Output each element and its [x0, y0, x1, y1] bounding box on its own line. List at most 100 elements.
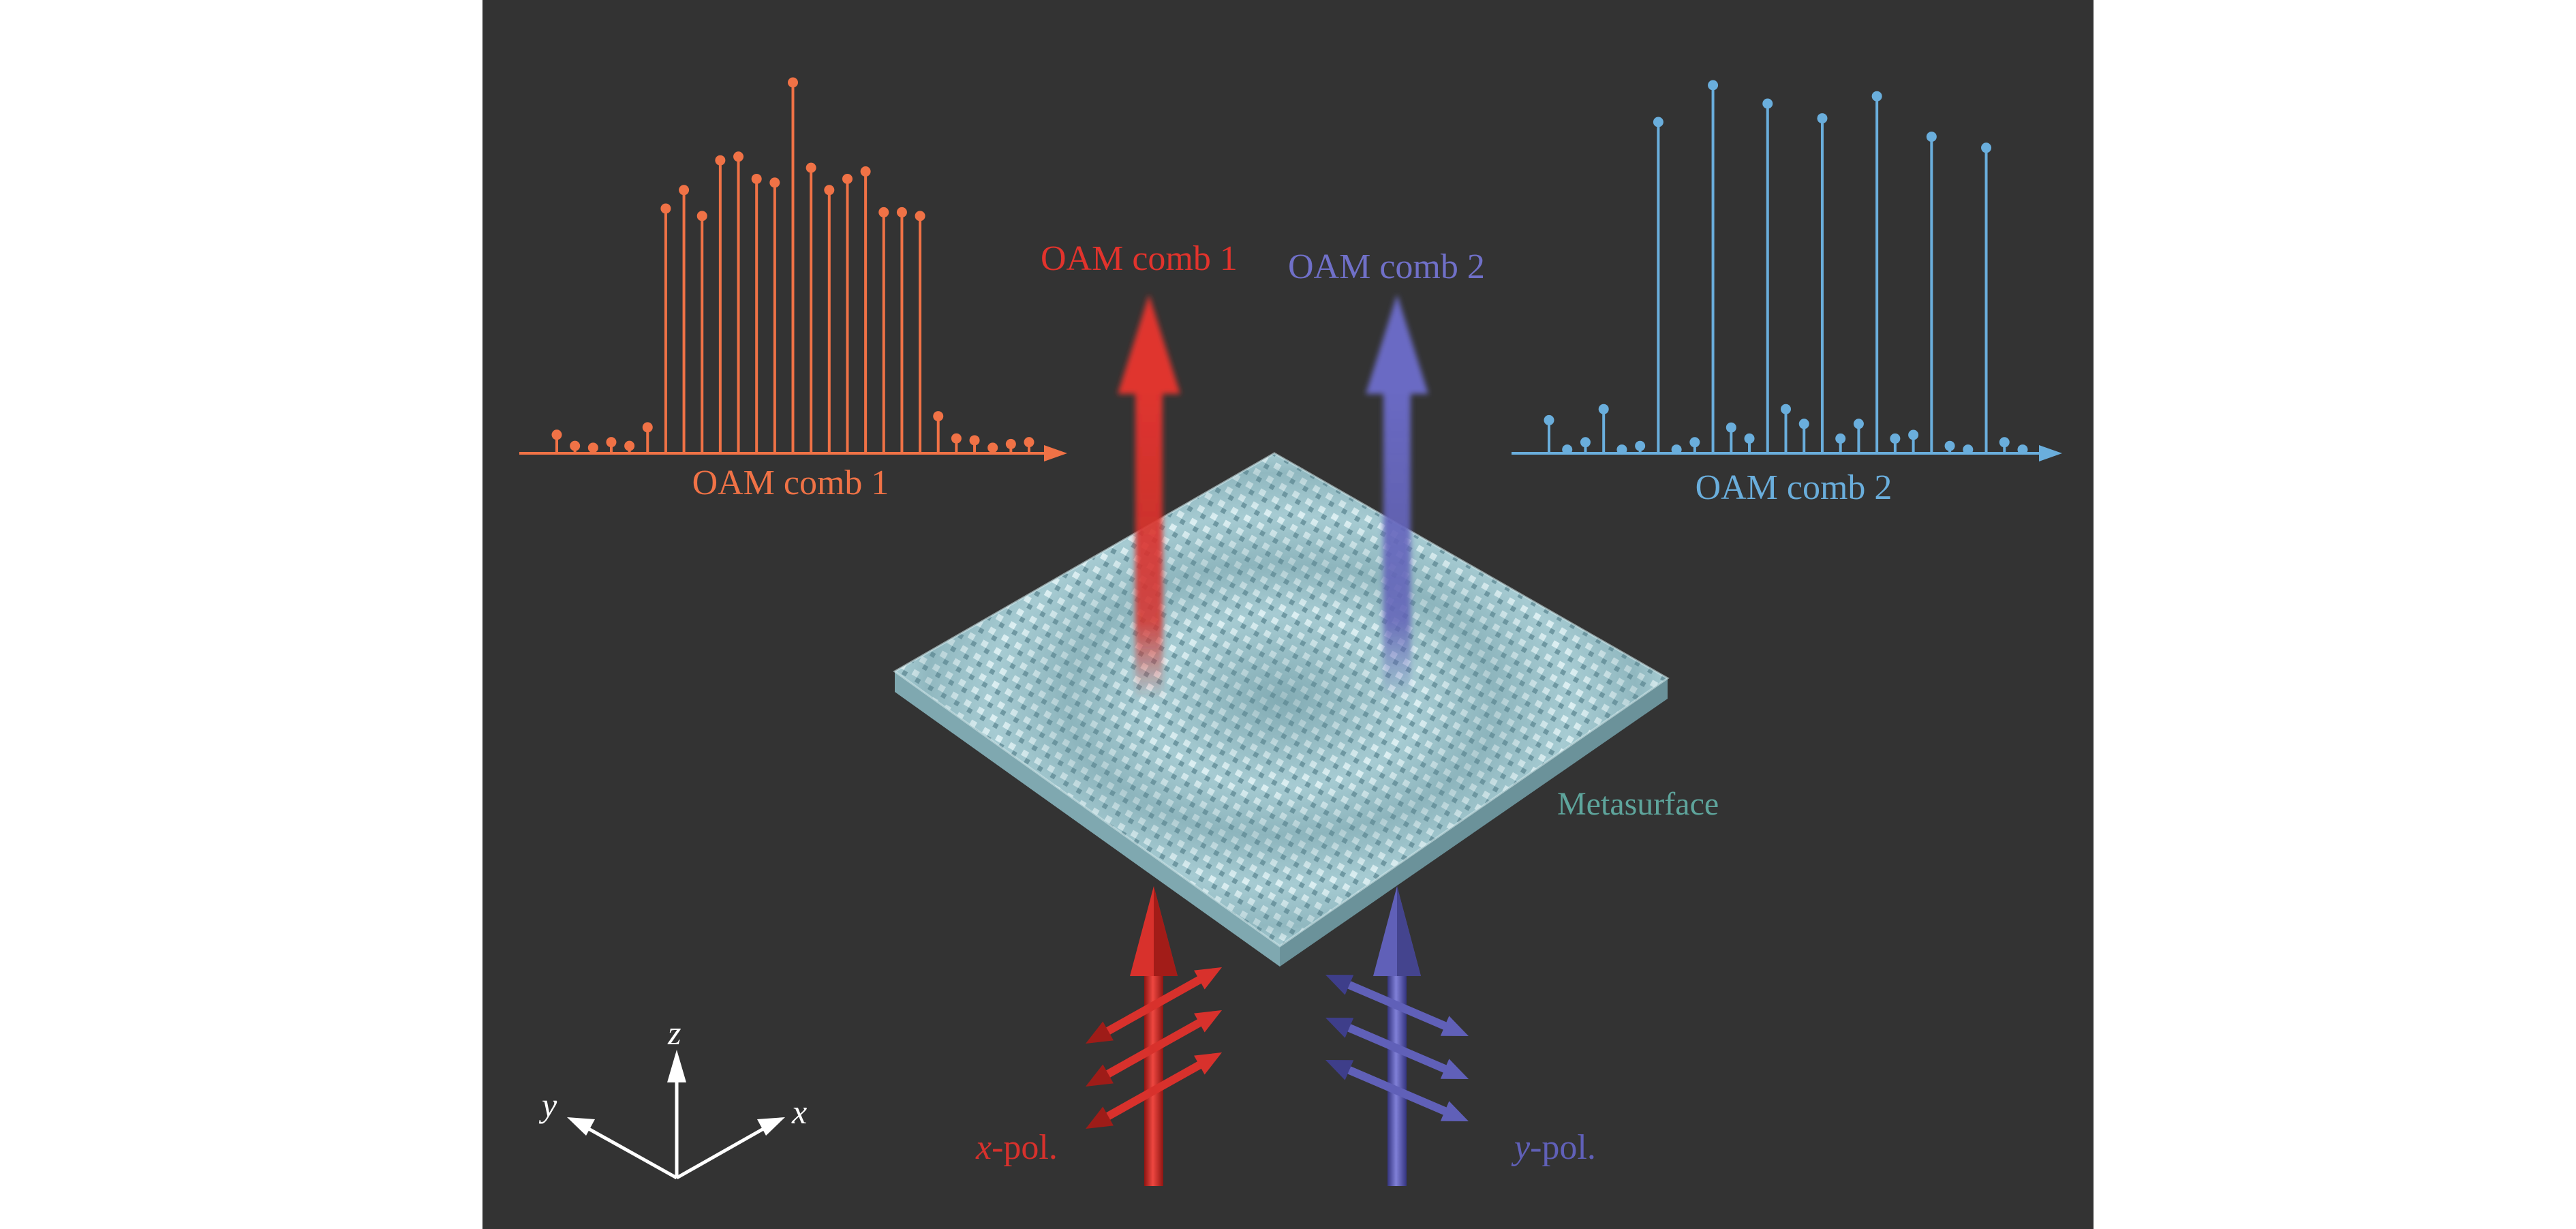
output-beam-oam-comb-2 [1366, 294, 1428, 699]
oam-comb-2-stem-marker-5 [1635, 440, 1646, 451]
output-beam-2-label: OAM comb 2 [1288, 247, 1485, 286]
oam-comb-1-stem-marker-12 [769, 177, 780, 188]
oam-comb-1-stem-marker-3 [606, 437, 617, 448]
y-pol-arrow-0-head [1440, 1016, 1469, 1036]
oam-comb-1-stem-marker-7 [679, 185, 690, 196]
x-pol-arrow-0-head [1194, 967, 1222, 990]
oam-comb-1-stem-marker-11 [751, 173, 762, 184]
x-pol-arrow-2-shaft [1101, 1059, 1206, 1123]
output-beam-1-label: OAM comb 1 [1041, 239, 1238, 278]
oam-comb-1-stem-marker-17 [860, 166, 871, 177]
oam-comb-1-stem-marker-20 [915, 211, 925, 222]
oam-comb-1-stem-marker-25 [1005, 438, 1016, 449]
output-beam-1-shaft [1135, 385, 1163, 699]
y-pol-arrow-0-shaft [1343, 979, 1452, 1032]
oam-comb-2-stem-marker-0 [1544, 414, 1554, 425]
oam-comb-2-stem-marker-20 [1908, 429, 1919, 440]
y-pol-label: y-pol. [1511, 1128, 1596, 1167]
oam-comb-2-spectrum: OAM comb 2 [1512, 80, 2062, 507]
oam-comb-1-stem-marker-26 [1024, 437, 1034, 448]
x-axis-line [675, 1126, 766, 1180]
oam-comb-2-stem-marker-10 [1726, 422, 1736, 433]
x-axis-arrowhead [757, 1117, 785, 1136]
oam-comb-2-stem-marker-23 [1963, 444, 1974, 455]
y-pol-arrow-1-tail [1325, 1018, 1354, 1038]
x-pol-suffix: -pol. [992, 1128, 1058, 1167]
oam-comb-1-stem-marker-14 [806, 162, 816, 173]
y-axis-arrowhead [567, 1117, 595, 1136]
oam-comb-1-stem-marker-24 [987, 442, 998, 453]
oam-comb-2-stem-marker-16 [1835, 433, 1846, 444]
y-pol-suffix: -pol. [1530, 1128, 1596, 1167]
x-axis-label: x [791, 1093, 807, 1131]
x-pol-arrow-0-tail [1086, 1021, 1114, 1044]
oam-comb-1-stem-marker-9 [715, 155, 726, 166]
z-axis-label: z [667, 1014, 681, 1052]
coordinate-axes: z y x [538, 1014, 807, 1180]
x-pol-arrow-2-head [1194, 1052, 1222, 1075]
oam-comb-2-stem-marker-7 [1671, 444, 1682, 455]
oam-comb-1-stem-marker-23 [969, 435, 980, 446]
oam-comb-2-stem-marker-15 [1817, 113, 1828, 124]
output-beam-1-arrowhead [1118, 294, 1180, 394]
oam-comb-1-stem-marker-19 [896, 207, 907, 217]
oam-comb-1-stem-marker-5 [642, 422, 653, 433]
y-pol-arrow-2-tail [1325, 1060, 1354, 1080]
oam-comb-1-stem-marker-10 [733, 151, 744, 162]
y-pol-variable: y [1511, 1128, 1531, 1167]
oam-comb-1-stem-marker-21 [933, 411, 944, 422]
y-pol-arrow-0-tail [1325, 975, 1354, 995]
oam-comb-2-stem-marker-25 [1999, 437, 2010, 448]
y-pol-arrow-1-head [1440, 1059, 1469, 1079]
oam-comb-1-stem-marker-6 [660, 203, 671, 214]
y-axis-label: y [538, 1086, 557, 1124]
x-pol-arrow-2-tail [1086, 1106, 1114, 1129]
x-pol-label: x-pol. [975, 1128, 1058, 1167]
metasurface: Metasurface [893, 452, 1719, 967]
x-polarization-arrows [1086, 967, 1222, 1129]
oam-comb-2-stem-marker-13 [1781, 404, 1791, 414]
oam-comb-2-stem-marker-22 [1944, 440, 1955, 451]
x-pol-arrow-1-tail [1086, 1064, 1114, 1087]
y-pol-arrow-1-shaft [1343, 1022, 1452, 1075]
metasurface-label: Metasurface [1557, 786, 1719, 822]
oam-comb-1-spectrum: OAM comb 1 [519, 77, 1067, 502]
oam-comb-2-axis-arrowhead [2039, 445, 2062, 461]
oam-comb-1-stem-marker-4 [624, 440, 635, 451]
y-pol-arrow-2-shaft [1343, 1064, 1452, 1117]
oam-comb-1-stem-marker-16 [842, 173, 853, 184]
oam-comb-1-stem-marker-1 [570, 440, 581, 451]
oam-comb-1-stem-marker-13 [788, 77, 798, 88]
oam-comb-2-stem-marker-24 [1981, 142, 1992, 153]
oam-comb-2-stem-marker-17 [1853, 419, 1864, 429]
x-pol-arrow-0-shaft [1101, 973, 1206, 1037]
oam-comb-2-stem-marker-11 [1744, 433, 1755, 444]
oam-comb-2-stem-marker-26 [2017, 444, 2028, 455]
oam-comb-1-stem-marker-15 [824, 185, 835, 196]
oam-comb-1-stem-marker-8 [696, 211, 707, 222]
oam-comb-1-stem-marker-2 [587, 442, 598, 453]
oam-comb-2-stem-marker-8 [1689, 437, 1700, 448]
x-pol-variable: x [975, 1128, 992, 1167]
oam-comb-1-stem-marker-0 [551, 429, 562, 440]
metasurface-swirl-pattern [895, 453, 1668, 946]
oam-comb-2-stem-marker-9 [1708, 80, 1719, 91]
oam-comb-2-stem-marker-1 [1562, 444, 1573, 455]
metasurface-outline [893, 452, 1670, 947]
y-polarization-arrows [1325, 975, 1469, 1121]
y-axis-line [586, 1126, 678, 1180]
y-pol-arrow-2-head [1440, 1101, 1469, 1121]
incident-beam-x-polarized [1086, 886, 1222, 1186]
oam-comb-2-stem-marker-19 [1890, 433, 1901, 444]
x-pol-arrow-1-shaft [1101, 1016, 1206, 1080]
oam-comb-2-stem-marker-21 [1926, 132, 1937, 142]
x-pol-arrow-1-head [1194, 1010, 1222, 1033]
oam-comb-1-stem-marker-22 [951, 433, 962, 444]
output-beam-oam-comb-1 [1118, 294, 1180, 699]
oam-comb-1-axis-label: OAM comb 1 [692, 464, 889, 502]
oam-comb-2-axis-label: OAM comb 2 [1696, 468, 1892, 507]
oam-comb-2-stem-marker-4 [1616, 444, 1627, 455]
oam-comb-2-stem-marker-12 [1762, 98, 1773, 109]
oam-comb-2-stem-marker-14 [1798, 419, 1809, 429]
